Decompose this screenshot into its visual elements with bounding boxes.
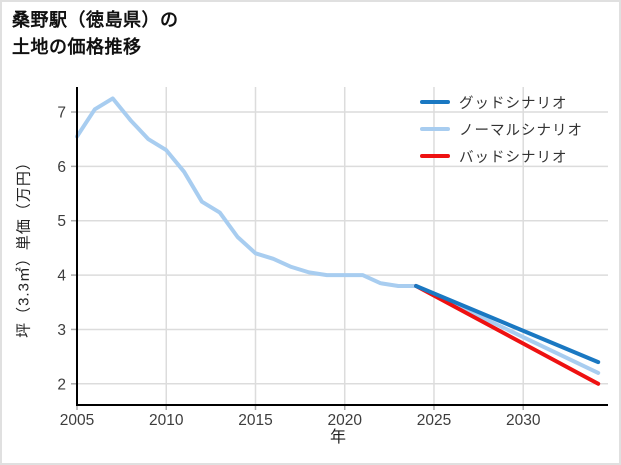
x-tick-label: 2015	[238, 412, 272, 429]
y-tick-label: 2	[57, 376, 66, 393]
y-tick-label: 3	[57, 322, 66, 339]
chart-legend: グッドシナリオ ノーマルシナリオ バッドシナリオ	[420, 93, 583, 166]
bad-scenario-line	[414, 284, 601, 386]
legend-label: グッドシナリオ	[459, 95, 568, 112]
good-scenario-line	[414, 284, 601, 365]
bad-scenario-swatch	[420, 154, 450, 158]
y-tick-label: 7	[57, 105, 66, 122]
legend-item-good-scenario: グッドシナリオ	[420, 93, 583, 112]
good-scenario-swatch	[420, 100, 450, 104]
legend-item-normal-scenario: ノーマルシナリオ	[420, 120, 583, 139]
legend-label: バッドシナリオ	[459, 149, 568, 166]
x-tick-label: 2030	[506, 412, 541, 429]
normal-scenario-line	[75, 96, 601, 375]
x-tick-label: 2005	[60, 412, 94, 429]
y-axis-title: 坪（3.3㎡）単価（万円）	[15, 154, 33, 338]
x-axis-title: 年	[329, 429, 347, 446]
y-tick-label: 6	[57, 159, 66, 176]
normal-scenario-swatch	[420, 127, 450, 131]
x-tick-label: 2020	[327, 412, 362, 429]
y-tick-label: 4	[57, 268, 66, 285]
legend-item-bad-scenario: バッドシナリオ	[420, 147, 583, 166]
y-tick-label: 5	[57, 213, 66, 230]
legend-label: ノーマルシナリオ	[459, 122, 583, 139]
chart-title: 桑野駅（徳島県）の 土地の価格推移	[12, 10, 179, 57]
x-tick-label: 2025	[417, 412, 451, 429]
x-tick-label: 2010	[149, 412, 184, 429]
